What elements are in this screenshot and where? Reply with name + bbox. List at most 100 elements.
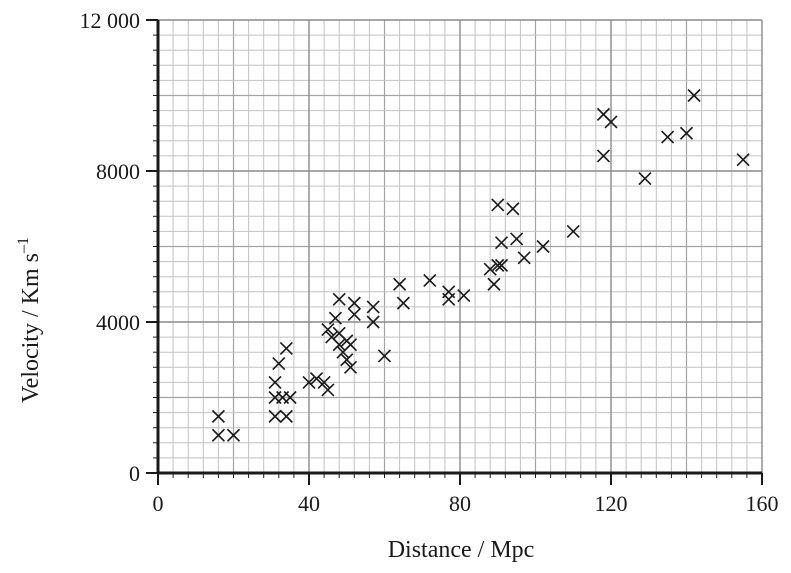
y-tick-label: 0 <box>129 461 140 486</box>
data-point-stroke <box>226 428 241 442</box>
data-point-stroke <box>309 372 324 386</box>
data-point-stroke <box>661 130 675 144</box>
data-point <box>366 315 380 329</box>
data-point <box>321 322 335 337</box>
data-point <box>317 375 331 389</box>
data-point <box>268 375 282 389</box>
data-point <box>268 409 282 423</box>
data-point <box>393 277 407 291</box>
data-point-stroke <box>340 353 354 367</box>
data-point-stroke <box>279 341 293 355</box>
data-point-stroke <box>566 224 580 238</box>
data-point-stroke <box>317 375 331 389</box>
data-point-stroke <box>321 322 335 337</box>
data-point-stroke <box>302 375 316 389</box>
data-point <box>332 292 346 306</box>
data-point-stroke <box>268 375 282 389</box>
y-axis-label-main: Velocity / Km s <box>18 253 44 403</box>
data-point-stroke <box>366 315 380 329</box>
data-point-stroke <box>272 356 286 371</box>
data-point-stroke <box>423 273 437 288</box>
data-point-stroke <box>483 262 497 276</box>
data-point <box>340 353 354 367</box>
data-point-stroke <box>596 149 611 163</box>
x-tick-label: 80 <box>449 491 471 516</box>
data-point <box>211 428 225 442</box>
data-point <box>226 428 241 442</box>
x-tick-label: 40 <box>298 491 320 516</box>
data-point-stroke <box>604 115 618 129</box>
data-point-stroke <box>343 338 358 352</box>
data-point-stroke <box>211 409 225 423</box>
y-tick-label: 4000 <box>96 310 140 335</box>
data-point-stroke <box>347 296 361 310</box>
data-point <box>377 349 392 363</box>
data-point <box>347 307 361 322</box>
minor-grid <box>158 20 762 473</box>
data-point <box>396 296 410 310</box>
y-axis-label-superscript: –1 <box>15 237 32 254</box>
data-point <box>638 171 652 186</box>
data-point <box>536 239 550 254</box>
data-point-stroke <box>487 277 501 291</box>
axis-ticks <box>146 19 763 485</box>
data-point <box>487 277 501 291</box>
data-point-stroke <box>396 296 410 310</box>
data-point <box>491 258 505 272</box>
data-point-stroke <box>366 300 380 314</box>
data-point <box>279 409 293 423</box>
data-point <box>302 375 316 389</box>
data-point <box>494 236 509 250</box>
data-point <box>211 409 225 423</box>
data-point <box>279 341 293 355</box>
data-point-stroke <box>491 198 505 212</box>
data-point <box>506 202 520 216</box>
data-point-stroke <box>536 239 550 254</box>
data-point-stroke <box>491 258 505 272</box>
tick-labels: 0 40 80 120 160 0 4000 8000 12 000 <box>80 8 779 516</box>
data-point <box>343 360 358 374</box>
data-point-stroke <box>332 292 346 306</box>
data-point <box>457 289 471 303</box>
data-point-stroke <box>268 409 282 423</box>
data-point <box>321 383 335 397</box>
data-point <box>510 232 524 246</box>
data-points <box>211 88 750 442</box>
data-point-stroke <box>494 236 509 250</box>
data-point <box>661 130 675 144</box>
x-tick-label: 120 <box>595 491 628 516</box>
data-point <box>283 390 297 405</box>
data-point-stroke <box>283 390 297 405</box>
data-point-stroke <box>510 232 524 246</box>
data-point-stroke <box>596 107 611 121</box>
data-point <box>272 356 286 371</box>
data-point <box>332 338 346 352</box>
data-point-stroke <box>343 360 358 374</box>
y-tick-label: 8000 <box>96 159 140 184</box>
data-point-stroke <box>347 307 361 322</box>
x-axis-label: Distance / Mpc <box>388 537 535 563</box>
data-point <box>328 311 342 325</box>
data-point <box>366 300 380 314</box>
data-point <box>679 126 694 140</box>
data-point <box>343 338 358 352</box>
data-point <box>517 251 531 265</box>
data-point-stroke <box>687 88 701 103</box>
data-point <box>442 292 456 306</box>
x-tick-label: 0 <box>153 491 164 516</box>
data-point-stroke <box>457 289 471 303</box>
data-point <box>494 258 509 272</box>
data-point-stroke <box>328 311 342 325</box>
data-point <box>566 224 580 238</box>
data-point-stroke <box>325 330 339 344</box>
data-point-stroke <box>506 202 520 216</box>
data-point-stroke <box>279 409 293 423</box>
data-point <box>483 262 497 276</box>
data-point-stroke <box>377 349 392 363</box>
data-point-stroke <box>679 126 694 140</box>
y-tick-label: 12 000 <box>80 8 141 33</box>
data-point-stroke <box>736 153 750 167</box>
data-point-stroke <box>332 326 346 340</box>
data-point <box>736 153 750 167</box>
